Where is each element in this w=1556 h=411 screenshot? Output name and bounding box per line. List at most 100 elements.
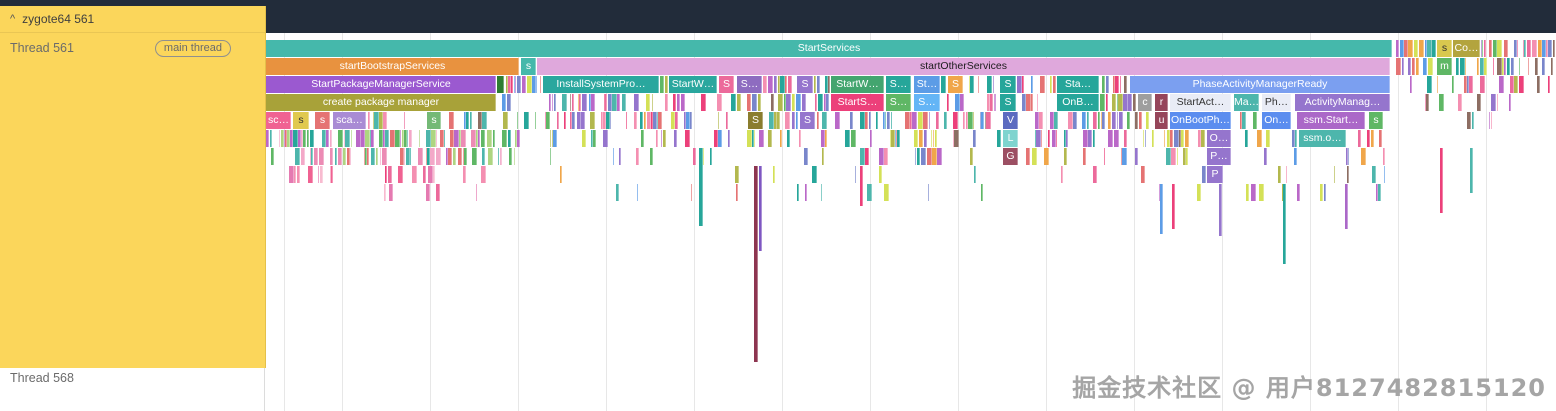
flame-slice-fragment[interactable] [815,94,817,111]
flame-slice-fragment[interactable] [1139,112,1142,129]
flame-slice-fragment[interactable] [1035,130,1036,147]
flame-slice-fragment[interactable] [1041,130,1042,147]
flame-slice-fragment[interactable] [476,184,477,201]
flame-slice-fragment[interactable] [1242,112,1246,129]
flame-slice-fragment[interactable] [1493,58,1494,75]
flame-slice-fragment[interactable] [1367,130,1370,147]
flame-slice-fragment[interactable] [383,130,385,147]
flame-slice-fragment[interactable] [536,76,537,93]
flame-slice-fragment[interactable] [774,112,777,129]
flame-slice-fragment[interactable] [1427,40,1432,57]
flame-slice-fragment[interactable] [681,94,685,111]
flame-slice-fragment[interactable] [1124,130,1127,147]
flame-slice-fragment[interactable] [478,112,482,129]
flame-slice-fragment[interactable] [981,112,984,129]
flame-slice-fragment[interactable] [326,130,329,147]
flame-slice-fragment[interactable] [974,166,976,183]
flame-slice-fragment[interactable] [338,130,343,147]
flame-slice-fragment[interactable] [674,130,677,147]
flame-slice-fragment[interactable] [449,112,454,129]
flame-slice-fragment[interactable] [266,130,269,147]
flame-slice-fragment[interactable] [953,112,958,129]
flame-slice-fragment[interactable] [953,130,954,147]
flame-slice-fragment[interactable] [710,148,712,165]
flame-slice-fragment[interactable] [1100,94,1105,111]
flame-slice-fragment[interactable] [1414,40,1418,57]
flame-slice-fragment[interactable] [535,112,536,129]
flame-slice-fragment[interactable] [1251,184,1256,201]
flame-slice-fragment[interactable] [929,112,930,129]
flame-slice-fragment[interactable] [883,112,885,129]
flame-slice-fragment[interactable] [1202,166,1206,183]
flame-slice-fragment[interactable] [1064,130,1066,147]
flame-slice-fragment[interactable] [1524,40,1526,57]
flame-slice-fragment[interactable] [1141,166,1145,183]
flame-slice-fragment[interactable] [1408,58,1411,75]
flame-slice-fragment[interactable] [284,130,285,147]
flame-slice-fragment[interactable] [601,112,603,129]
flame-slice-fragment[interactable] [450,130,454,147]
flame-slice-fragment[interactable] [617,94,620,111]
flame-slice-fragment[interactable] [436,130,437,147]
flame-slice-fragment[interactable] [990,94,993,111]
flame-slice-fragment[interactable] [1179,130,1181,147]
flame-slice-fragment[interactable] [778,94,783,111]
flame-slice-fragment[interactable] [590,112,595,129]
flame-slice-fragment[interactable] [1022,76,1024,93]
flame-slice[interactable]: ssm.o… [1299,130,1346,147]
flame-slice-fragment[interactable] [851,130,856,147]
flame-slice-fragment[interactable] [345,130,350,147]
flame-slice-fragment[interactable] [1044,148,1049,165]
flame-slice-fragment[interactable] [718,130,722,147]
flame-slice-fragment[interactable] [1120,76,1121,93]
flame-slice-fragment[interactable] [1098,112,1100,129]
flame-slice-fragment[interactable] [330,148,333,165]
flame-slice-fragment[interactable] [799,130,801,147]
flame-slice[interactable]: S [1000,76,1016,93]
flame-slice-fragment[interactable] [792,112,795,129]
flame-slice-fragment[interactable] [1467,76,1469,93]
flame-slice-fragment[interactable] [448,148,452,165]
flame-slice-fragment[interactable] [1219,184,1222,236]
flame-slice-fragment[interactable] [412,166,417,183]
flame-slice[interactable]: r [1155,94,1168,111]
flame-slice-fragment[interactable] [271,148,274,165]
flame-slice-fragment[interactable] [769,112,774,129]
flame-slice-fragment[interactable] [1376,184,1378,201]
flame-slice-fragment[interactable] [675,112,678,129]
flame-slice-fragment[interactable] [1278,166,1281,183]
flame-slice-fragment[interactable] [549,94,551,111]
flame-slice[interactable]: StartPackageManagerService [266,76,496,93]
flame-slice-fragment[interactable] [619,148,621,165]
flame-slice-fragment[interactable] [281,130,284,147]
flame-slice-fragment[interactable] [792,94,795,111]
flame-slice-fragment[interactable] [383,112,387,129]
flame-slice[interactable]: S [748,112,763,129]
flame-slice-fragment[interactable] [1509,94,1511,111]
flame-slice-fragment[interactable] [879,166,882,183]
flame-slice[interactable]: InstallSystemPro… [543,76,659,93]
flame-slice-fragment[interactable] [1489,40,1492,57]
flame-slice-fragment[interactable] [603,130,608,147]
flame-slice-fragment[interactable] [1066,130,1068,147]
flame-slice-fragment[interactable] [973,112,974,129]
flame-slice-fragment[interactable] [338,148,342,165]
flame-slice-fragment[interactable] [436,148,441,165]
flame-slice-fragment[interactable] [1083,148,1086,165]
flame-slice-fragment[interactable] [788,76,792,93]
flame-slice-fragment[interactable] [1404,40,1408,57]
flame-slice[interactable]: s [521,58,536,75]
flame-slice-fragment[interactable] [404,112,405,129]
flame-slice-fragment[interactable] [771,94,774,111]
flame-slice-fragment[interactable] [380,148,381,165]
flame-slice-fragment[interactable] [1174,130,1179,147]
flame-slice-fragment[interactable] [1537,76,1540,93]
flame-slice-fragment[interactable] [1037,94,1038,111]
flame-slice-fragment[interactable] [937,148,942,165]
flame-slice-fragment[interactable] [400,148,404,165]
flame-slice-fragment[interactable] [652,94,653,111]
flame-slice-fragment[interactable] [1113,76,1115,93]
flame-slice-fragment[interactable] [985,112,986,129]
flame-slice-fragment[interactable] [1088,130,1092,147]
flame-slice-fragment[interactable] [478,130,480,147]
